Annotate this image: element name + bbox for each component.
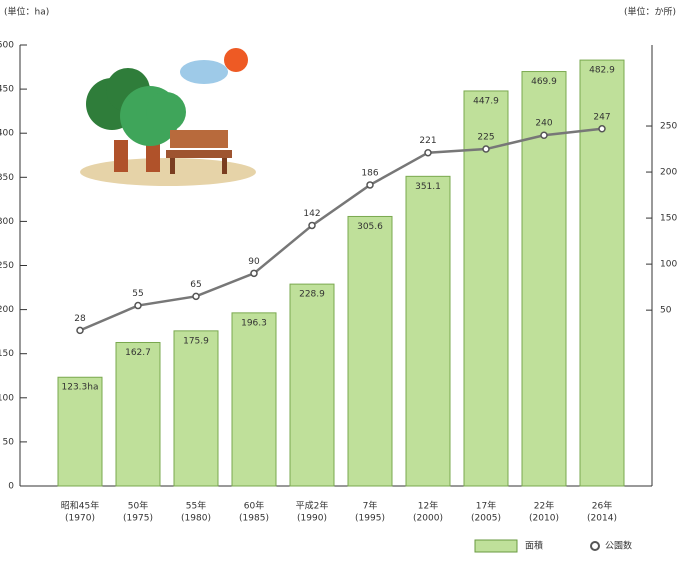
bar-label: 482.9 xyxy=(589,66,615,76)
y2-tick-label: 50 xyxy=(660,306,672,316)
x-tick-label: (2005) xyxy=(471,514,501,524)
point-label: 221 xyxy=(419,136,436,146)
line xyxy=(79,127,603,332)
legend-label: 面積 xyxy=(525,540,543,552)
point-label: 90 xyxy=(248,257,260,267)
illustration xyxy=(80,48,256,186)
point xyxy=(134,301,142,310)
bar-label: 228.9 xyxy=(299,290,325,300)
bar-label: 447.9 xyxy=(473,96,499,106)
point-label: 186 xyxy=(361,168,378,178)
point-label: 65 xyxy=(190,280,201,290)
bar xyxy=(463,90,509,487)
y-tick-label: 150 xyxy=(0,349,14,359)
legend-marker xyxy=(590,541,600,551)
point xyxy=(424,148,432,157)
bar xyxy=(231,312,277,487)
y-tick-label: 250 xyxy=(0,261,14,271)
x-tick-label: 22年 xyxy=(534,500,554,512)
x-tick-label: 昭和45年 xyxy=(61,500,99,512)
point-label: 225 xyxy=(477,133,494,143)
point xyxy=(250,269,258,278)
y-tick-label: 50 xyxy=(3,437,15,447)
x-tick-label: 平成2年 xyxy=(296,500,329,512)
y-tick-label: 200 xyxy=(0,305,14,315)
y-tick-label: 300 xyxy=(0,217,14,227)
bar-label: 469.9 xyxy=(531,77,557,87)
point-label: 28 xyxy=(74,314,86,324)
bar xyxy=(173,330,219,487)
x-tick-label: (2010) xyxy=(529,514,559,524)
legend-swatch xyxy=(474,539,518,553)
x-tick-label: (2000) xyxy=(413,514,443,524)
bar-label: 175.9 xyxy=(183,336,209,346)
x-tick-label: 7年 xyxy=(363,500,378,512)
x-tick-label: (1980) xyxy=(181,514,211,524)
x-tick-label: (1975) xyxy=(123,514,153,524)
y-tick-label: 350 xyxy=(0,173,14,183)
bar-label: 123.3ha xyxy=(62,383,99,393)
x-tick-label: (1990) xyxy=(297,514,327,524)
point-label: 142 xyxy=(303,209,320,219)
bar xyxy=(289,283,335,487)
point xyxy=(308,221,316,230)
point xyxy=(76,326,84,335)
y2-tick-label: 200 xyxy=(660,168,677,178)
point-label: 240 xyxy=(535,119,552,129)
bar-label: 162.7 xyxy=(125,348,151,358)
y-tick-label: 100 xyxy=(0,393,14,403)
y-tick-label: 0 xyxy=(8,482,14,492)
y2-tick-label: 250 xyxy=(660,122,677,132)
bar xyxy=(57,376,103,487)
x-tick-label: 26年 xyxy=(592,500,612,512)
x-tick-label: (2014) xyxy=(587,514,617,524)
x-tick-label: 60年 xyxy=(244,500,264,512)
bar xyxy=(405,175,451,487)
x-tick-label: 50年 xyxy=(128,500,148,512)
bar xyxy=(347,215,393,487)
x-tick-label: (1970) xyxy=(65,514,95,524)
point-label: 55 xyxy=(132,289,143,299)
y2-tick-label: 100 xyxy=(660,260,677,270)
point xyxy=(540,131,548,139)
point xyxy=(366,181,374,189)
y-tick-label: 500 xyxy=(0,41,14,51)
unit-right: (単位：か所) xyxy=(624,6,676,18)
x-tick-label: 55年 xyxy=(186,500,206,512)
bar xyxy=(115,341,161,487)
point xyxy=(192,292,200,301)
x-tick-label: (1985) xyxy=(239,514,269,524)
y-tick-label: 450 xyxy=(0,85,14,95)
point xyxy=(482,145,490,153)
legend-label: 公園数 xyxy=(605,540,632,552)
bar xyxy=(521,71,567,487)
x-tick-label: 12年 xyxy=(418,500,438,512)
bar-label: 351.1 xyxy=(415,182,441,192)
y2-tick-label: 150 xyxy=(660,214,677,224)
bar xyxy=(579,59,625,487)
bar-label: 305.6 xyxy=(357,222,383,232)
x-tick-label: 17年 xyxy=(476,500,496,512)
x-tick-label: (1995) xyxy=(355,514,385,524)
bar-label: 196.3 xyxy=(241,318,267,328)
point xyxy=(598,125,606,133)
unit-left: (単位：ha) xyxy=(4,6,49,18)
point-label: 247 xyxy=(593,112,610,122)
y-tick-label: 400 xyxy=(0,129,14,139)
